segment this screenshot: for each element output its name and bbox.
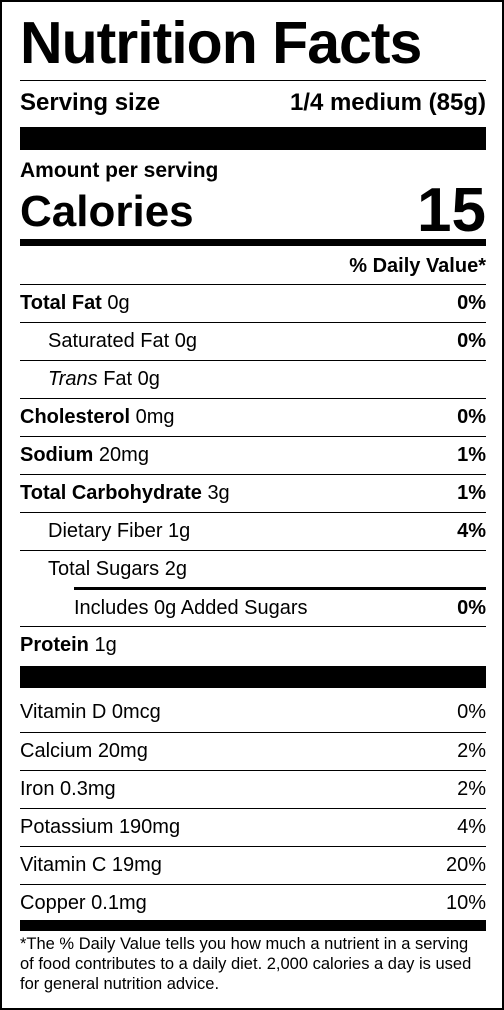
nutrient-name-text: Sodium [20, 444, 94, 466]
calories-row: Calories 15 [20, 180, 486, 242]
serving-label: Serving size [20, 89, 161, 116]
serving-value: 1/4 medium (85g) [289, 89, 486, 116]
vitamin-amount: 0.3mg [60, 778, 116, 800]
vitamin-name: Vitamin D [20, 701, 107, 723]
nutrient-name-text: Dietary Fiber [48, 520, 163, 542]
rule [74, 587, 486, 590]
medium-bar [20, 239, 486, 246]
nutrient-row: Total Sugars 2g [20, 550, 486, 588]
daily-value: 0% [457, 597, 486, 619]
nutrient-amount: 0mg [135, 406, 175, 428]
nutrient-amount: 0g [174, 330, 197, 352]
nutrient-name-text: Includes 0g Added Sugars [74, 597, 308, 619]
vitamin-row: Vitamin D 0mcg 0% [20, 694, 486, 732]
thick-bar [20, 127, 486, 150]
daily-value: 20% [445, 854, 486, 876]
thick-bar [20, 666, 486, 688]
nutrient-amount: 3g [207, 482, 230, 504]
vitamin-row: Calcium 20mg 2% [20, 732, 486, 770]
vitamin-row: Vitamin C 19mg 20% [20, 846, 486, 884]
nutrient-name-text: Total Carbohydrate [20, 482, 202, 504]
nutrient-name: Dietary Fiber 1g [20, 520, 190, 542]
nutrient-name: Total Carbohydrate 3g [20, 482, 230, 504]
nutrient-row: Total Carbohydrate 3g 1% [20, 474, 486, 512]
nutrient-name-text: Fat [103, 368, 133, 390]
daily-value: 1% [457, 482, 486, 504]
vitamin-row: Iron 0.3mg 2% [20, 770, 486, 808]
calories-value: 15 [417, 176, 486, 245]
nutrient-row: Saturated Fat 0g 0% [20, 322, 486, 360]
nutrient-amount: 1g [168, 520, 191, 542]
amount-per-serving: Amount per serving [20, 159, 219, 182]
nutrient-name: Includes 0g Added Sugars [20, 597, 308, 619]
nutrient-name: Sodium 20mg [20, 444, 149, 466]
vitamin-amount: 190mg [118, 816, 181, 838]
daily-value: 4% [457, 816, 486, 838]
nutrient-name: Total Sugars 2g [20, 558, 187, 580]
vitamin-amount: 20mg [97, 740, 148, 762]
vitamin-amount: 19mg [111, 854, 162, 876]
footnote: *The % Daily Value tells you how much a … [20, 935, 472, 993]
daily-value: 0% [457, 406, 486, 428]
vitamin-row: Copper 0.1mg 10% [20, 884, 486, 922]
medium-bar [20, 920, 486, 931]
nutrient-name-text: Saturated Fat [48, 330, 170, 352]
nutrient-amount: 0g [107, 292, 130, 314]
nutrient-row: Sodium 20mg 1% [20, 436, 486, 474]
vitamin-name: Iron [20, 778, 55, 800]
vitamin-amount: 0mcg [111, 701, 161, 723]
vitamin-name: Vitamin C [20, 854, 107, 876]
nutrient-amount: 0g [137, 368, 160, 390]
nutrient-name: Trans Fat 0g [20, 368, 160, 390]
vitamin-name: Potassium [20, 816, 114, 838]
daily-value: 10% [445, 892, 486, 914]
nutrient-row: Total Fat 0g 0% [20, 284, 486, 322]
nutrient-name: Saturated Fat 0g [20, 330, 197, 352]
nutrient-name: Total Fat 0g [20, 292, 130, 314]
nutrient-amount: 2g [164, 558, 187, 580]
rule [20, 80, 486, 81]
nutrient-amount: 1g [94, 634, 117, 656]
vitamin-name: Calcium [20, 740, 93, 762]
nutrient-name-text: Total Fat [20, 292, 102, 314]
vitamin-amount: 0.1mg [91, 892, 147, 914]
vitamin-row: Potassium 190mg 4% [20, 808, 486, 846]
serving-row: Serving size 1/4 medium (85g) [20, 84, 486, 122]
nutrient-row: Protein 1g [20, 626, 486, 664]
nutrient-name-text: Protein [20, 634, 89, 656]
daily-value: 0% [457, 292, 486, 314]
calories-label: Calories [20, 187, 194, 236]
nutrient-amount: 20mg [98, 444, 149, 466]
nutrient-name-text: Cholesterol [20, 406, 131, 428]
nutrient-name-text: Total Sugars [48, 558, 160, 580]
daily-value: 1% [457, 444, 486, 466]
nutrient-name: Protein 1g [20, 634, 117, 656]
nutrient-row: Cholesterol 0mg 0% [20, 398, 486, 436]
daily-value-header: % Daily Value* [349, 255, 486, 277]
daily-value: 0% [457, 701, 486, 723]
daily-value: 2% [457, 740, 486, 762]
daily-value: 4% [457, 520, 486, 542]
nutrient-row: Trans Fat 0g [20, 360, 486, 398]
daily-value: 2% [457, 778, 486, 800]
vitamin-name: Copper [20, 892, 86, 914]
nutrient-row: Dietary Fiber 1g 4% [20, 512, 486, 550]
nutrient-name: Cholesterol 0mg [20, 406, 175, 428]
title: Nutrition Facts [20, 10, 422, 76]
nutrient-row: Includes 0g Added Sugars 0% [20, 590, 486, 628]
nutrient-prefix: Trans [48, 368, 98, 390]
daily-value: 0% [457, 330, 486, 352]
